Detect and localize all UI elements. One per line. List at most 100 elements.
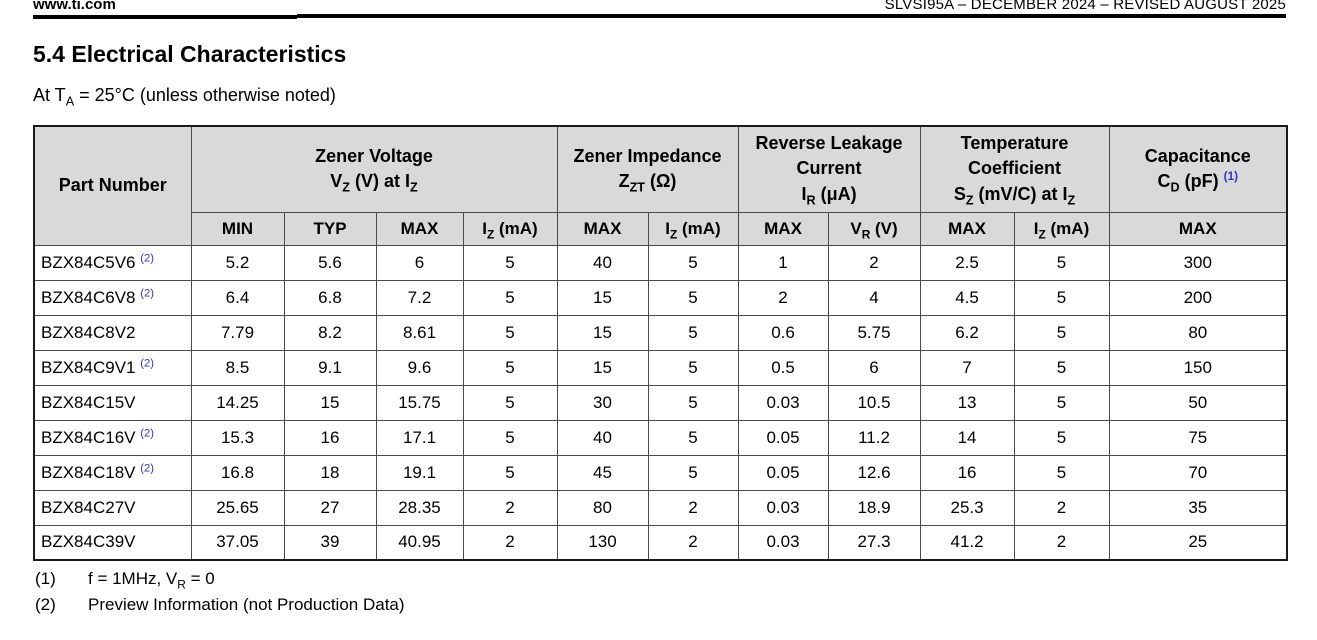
- table-cell: 6.4: [190, 279, 285, 316]
- table-cell: 2: [737, 279, 829, 316]
- table-cell: 39: [283, 524, 377, 561]
- table-cell: 70: [1108, 454, 1288, 491]
- footnote-ref[interactable]: (2): [140, 286, 154, 299]
- table-cell: 0.03: [737, 489, 829, 526]
- table-cell: 9.6: [375, 349, 464, 386]
- table-row: BZX84C39V 37.05 39 40.95 2 130 2 0.03 27.3 41.2 2 2…: [33, 524, 1288, 561]
- part-number-cell: BZX84C18V (2): [33, 454, 192, 491]
- footnote-ref[interactable]: (2): [140, 251, 154, 264]
- table-cell: 7.79: [190, 314, 285, 351]
- sub-header-row: MIN TYP MAX IZ (mA) MAX IZ (mA) MAX VR (…: [34, 211, 1288, 246]
- header-rule-right: [297, 14, 1286, 18]
- table-cell: 8.61: [375, 314, 464, 351]
- table-cell: 5.6: [283, 244, 377, 281]
- part-number-cell: BZX84C39V: [33, 524, 192, 561]
- table-cell: 5: [647, 454, 739, 491]
- table-row: BZX84C18V (2) 16.8 18 19.1 5 45 5 0.05 12.6 16 5 70: [33, 454, 1288, 491]
- table-row: BZX84C15V 14.25 15 15.75 5 30 5 0.03 10.5 13 5 50: [33, 384, 1288, 421]
- footnote-ref[interactable]: (2): [140, 461, 154, 474]
- part-number-header-cell: Part Number: [33, 125, 192, 246]
- table-cell: 6: [375, 244, 464, 281]
- table-cell: 75: [1108, 419, 1288, 456]
- subheader-cell: MIN: [190, 211, 285, 246]
- table-cell: 11.2: [827, 419, 921, 456]
- table-cell: 5: [462, 244, 558, 281]
- footnote: (1) f = 1MHz, VR = 0: [35, 566, 405, 592]
- table-cell: 15: [556, 279, 649, 316]
- table-cell: 0.05: [737, 454, 829, 491]
- table-cell: 5: [1013, 349, 1110, 386]
- table-cell: 12.6: [827, 454, 921, 491]
- subheader-cell: TYP: [283, 211, 377, 246]
- table-cell: 17.1: [375, 419, 464, 456]
- part-number-cell: BZX84C5V6 (2): [33, 244, 192, 281]
- footnote-ref[interactable]: (2): [140, 426, 154, 439]
- subheader-cell: VR (V): [827, 211, 921, 246]
- footnote-number: (2): [35, 595, 56, 614]
- table-cell: 15.75: [375, 384, 464, 421]
- group-header-row: Part Number Zener Voltage VZ (V) at IZ Ze…: [33, 125, 1288, 246]
- masthead: www.ti.com SLVSI95A – DECEMBER 2024 – RE…: [33, 0, 1286, 13]
- table-cell: 35: [1108, 489, 1288, 526]
- table-row: BZX84C6V8 (2) 6.4 6.8 7.2 5 15 5 2 4 4.5 5 200: [33, 279, 1288, 316]
- footnote-ref[interactable]: (2): [140, 356, 154, 369]
- subheader-cell: MAX: [1108, 211, 1288, 246]
- table-cell: 0.05: [737, 419, 829, 456]
- part-number-cell: BZX84C8V2: [33, 314, 192, 351]
- table-cell: 4: [827, 279, 921, 316]
- table-cell: 8.2: [283, 314, 377, 351]
- subheader-cell: MAX: [375, 211, 464, 246]
- table-cell: 5: [462, 419, 558, 456]
- table-cell: 25.3: [919, 489, 1015, 526]
- table-cell: 28.35: [375, 489, 464, 526]
- table-cell: 2: [647, 524, 739, 561]
- table-cell: 7: [919, 349, 1015, 386]
- table-cell: 0.03: [737, 384, 829, 421]
- table-cell: 2: [647, 489, 739, 526]
- table-cell: 30: [556, 384, 649, 421]
- table-cell: 16.8: [190, 454, 285, 491]
- footnote-text: f = 1MHz, VR = 0: [88, 569, 215, 592]
- part-number-cell: BZX84C27V: [33, 489, 192, 526]
- table-cell: 2: [462, 524, 558, 561]
- table-cell: 4.5: [919, 279, 1015, 316]
- table-row: BZX84C9V1 (2) 8.5 9.1 9.6 5 15 5 0.5 6 7 5 150: [33, 349, 1288, 386]
- table-cell: 27.3: [827, 524, 921, 561]
- table-cell: 14.25: [190, 384, 285, 421]
- table-cell: 200: [1108, 279, 1288, 316]
- table-cell: 41.2: [919, 524, 1015, 561]
- table-cell: 25.65: [190, 489, 285, 526]
- group-header-reverse-leakage: Reverse Leakage Current IR (μA): [737, 125, 921, 213]
- table-cell: 15: [556, 349, 649, 386]
- table-cell: 18.9: [827, 489, 921, 526]
- test-condition: At TA = 25°C (unless otherwise noted): [33, 85, 336, 109]
- footnote-ref[interactable]: (1): [1223, 169, 1239, 184]
- table-cell: 16: [919, 454, 1015, 491]
- table-cell: 16: [283, 419, 377, 456]
- table-cell: 2: [1013, 524, 1110, 561]
- ti-website-link[interactable]: www.ti.com: [33, 0, 116, 13]
- table-cell: 5: [1013, 244, 1110, 281]
- table-cell: 7.2: [375, 279, 464, 316]
- subheader-cell: IZ (mA): [1013, 211, 1110, 246]
- table-cell: 6.2: [919, 314, 1015, 351]
- footnote-list: (1) f = 1MHz, VR = 0 (2) Preview Informa…: [35, 566, 405, 618]
- electrical-characteristics-table: Part Number Zener Voltage VZ (V) at IZ Ze…: [33, 125, 1289, 561]
- table-cell: 37.05: [190, 524, 285, 561]
- table-cell: 2: [827, 244, 921, 281]
- table-cell: 15: [283, 384, 377, 421]
- table-cell: 15.3: [190, 419, 285, 456]
- table-cell: 5.75: [827, 314, 921, 351]
- header-rule-left: [33, 15, 297, 19]
- table-cell: 40.95: [375, 524, 464, 561]
- subheader-cell: IZ (mA): [647, 211, 739, 246]
- table-cell: 0.6: [737, 314, 829, 351]
- table-cell: 13: [919, 384, 1015, 421]
- table-cell: 80: [556, 489, 649, 526]
- table-cell: 5: [647, 349, 739, 386]
- table-cell: 5: [1013, 419, 1110, 456]
- section-title: 5.4 Electrical Characteristics: [33, 41, 347, 67]
- table-cell: 5: [462, 314, 558, 351]
- table-cell: 50: [1108, 384, 1288, 421]
